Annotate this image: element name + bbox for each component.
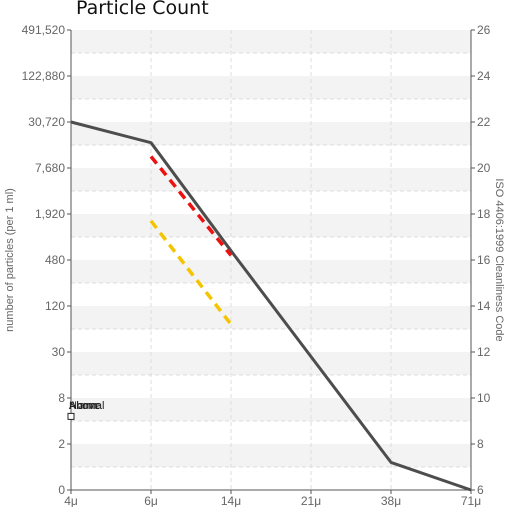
y-tick-label: 2 <box>58 437 65 451</box>
plot-band <box>71 30 471 53</box>
plot-band <box>71 260 471 283</box>
y2-tick-label: 16 <box>477 253 491 267</box>
y2-tick-label: 10 <box>477 391 491 405</box>
plot-band <box>71 214 471 237</box>
legend-entry: Above <box>69 400 100 412</box>
x-tick-label: 21μ <box>301 494 321 507</box>
x-tick-label: 38μ <box>381 494 401 507</box>
plot-band <box>71 168 471 191</box>
plot-band <box>71 352 471 375</box>
legend-marker <box>67 412 75 420</box>
legend-entry: Normal <box>69 400 104 412</box>
plot-band <box>71 306 471 329</box>
x-tick-label: 6μ <box>144 494 158 507</box>
y-tick-label: 7,680 <box>35 161 65 175</box>
plot-band <box>71 122 471 145</box>
plot-band <box>71 76 471 99</box>
series-line-1 <box>149 155 233 257</box>
y2-tick-label: 6 <box>477 483 484 497</box>
x-tick-label: 71μ <box>461 494 481 507</box>
y-tick-label: 0 <box>58 483 65 497</box>
y2-tick-label: 26 <box>477 23 491 37</box>
legend-entry: Alarm <box>69 400 98 412</box>
y2-tick-label: 22 <box>477 115 491 129</box>
plot-band <box>71 444 471 467</box>
chart-title: Particle Count <box>76 0 209 19</box>
y-tick-label: 122,880 <box>22 69 66 83</box>
y-tick-label: 30 <box>52 345 66 359</box>
y2-tick-label: 20 <box>477 161 491 175</box>
y-tick-label: 491,520 <box>22 23 66 37</box>
series-line-2 <box>149 219 233 326</box>
y2-tick-label: 18 <box>477 207 491 221</box>
series-line-0 <box>70 120 472 492</box>
y2-tick-label: 12 <box>477 345 491 359</box>
y-tick-label: 8 <box>58 391 65 405</box>
y-axis-title: number of particles (per 1 ml) <box>4 188 16 332</box>
x-tick-label: 14μ <box>221 494 241 507</box>
y2-tick-label: 24 <box>477 69 491 83</box>
y2-axis-title: ISO 4406:1999 Cleanliness Code <box>493 178 505 341</box>
y2-tick-label: 8 <box>477 437 484 451</box>
y2-tick-label: 14 <box>477 299 491 313</box>
y-tick-label: 480 <box>45 253 65 267</box>
y-tick-label: 1,920 <box>35 207 65 221</box>
y-tick-label: 30,720 <box>28 115 65 129</box>
plot-band <box>71 398 471 421</box>
x-tick-label: 4μ <box>64 494 78 507</box>
y-tick-label: 120 <box>45 299 65 313</box>
